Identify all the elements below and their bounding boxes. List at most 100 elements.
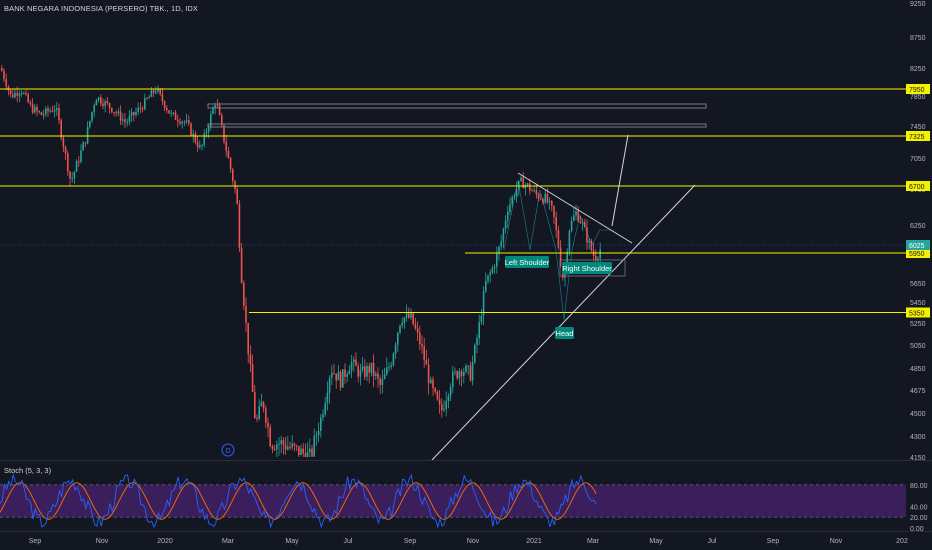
candle-body [456,371,458,379]
pattern-outline [503,179,610,321]
candle-body [240,248,243,283]
candle-body [80,150,82,162]
candle-body [403,317,406,323]
candle-body [590,240,593,251]
candle-body [78,161,80,163]
candle-body [366,366,368,377]
candle-body [350,362,353,371]
right-shoulder-label-bg [562,262,612,274]
candle-body [471,362,474,381]
candle-body [135,111,137,115]
candle-body [117,111,120,114]
candle-body [212,108,214,114]
chart-title: BANK NEGARA INDONESIA (PERSERO) TBK., 1D… [4,4,198,13]
time-tick-label: Sep [29,538,42,545]
candle-body [408,313,410,318]
dividend-marker-circle [221,443,235,457]
candle-body [25,93,27,95]
dividend-marker-text: D [225,448,230,455]
target-box [559,259,626,277]
candle-body [489,272,491,276]
candle-body [335,373,337,381]
candle-body [344,369,346,377]
candle-body [84,142,87,144]
candle-body [300,448,302,456]
candle-body [192,133,194,136]
candle-body [524,184,527,189]
candle-body [289,446,291,448]
time-tick-label: Sep [767,538,780,545]
left-shoulder-label: Left Shoulder [505,256,550,268]
candle-body [414,324,417,329]
candle-body [16,92,18,96]
candle-body [405,313,408,318]
candle-body [214,105,216,109]
last-price-tag-bg [906,240,930,250]
candle-body [207,126,210,133]
candle-body [205,132,208,134]
candle-body [460,371,463,376]
candle-body [5,79,7,87]
candle-body [579,221,582,224]
candle-body [412,313,414,325]
price-tick-label: 5650 [910,281,926,288]
candle-body [320,417,322,431]
candle-body [9,90,12,95]
candle-body [504,220,507,230]
time-axis: Sep Nov 2020 Mar May Jul Sep Nov 2021 Mar May Jul Se… [29,538,908,545]
candle-body [188,120,190,124]
candle-body [357,365,359,377]
time-tick-label: 202 [896,538,908,545]
candle-body [487,275,489,281]
candle-body [535,190,538,195]
candle-body [401,322,403,326]
candle-body [586,226,588,243]
candle-body [82,142,84,151]
price-tag-bg [906,307,930,318]
price-tick-label: 4500 [910,411,926,418]
candle-body [331,373,333,378]
candle-body [548,200,551,203]
candle-body [425,360,428,365]
candle-body [491,268,494,273]
candle-body [232,169,234,182]
price-tag-bg [906,84,930,94]
candle-body [221,114,223,126]
candle-body [280,440,282,444]
candle-body [546,193,549,203]
candle-body [210,113,212,127]
candle-body [311,448,313,457]
candle-body [540,198,542,200]
candle-body [447,395,450,402]
candle-body [276,444,278,450]
candle-body [148,96,150,99]
candle-body [372,362,375,377]
candle-body [493,266,496,269]
candle-body [86,126,89,144]
dividend-marker: D [221,443,235,457]
time-tick-label: May [285,538,299,545]
candle-body [485,280,487,292]
candle-body [557,230,560,248]
candle-body [163,101,166,108]
candle-body [155,91,157,93]
candle-body [62,137,65,148]
candle-body [3,70,5,80]
candle-body [177,119,179,122]
candle-body [467,365,469,367]
candle-body [53,110,56,112]
stoch-tick-label: 80.00 [910,483,928,490]
candle-body [161,93,164,102]
price-tag-bg [906,131,930,141]
candle-body [507,211,509,221]
candle-body [89,120,91,127]
candle-body [203,133,205,146]
left-shoulder-label-bg [505,256,549,268]
candle-body [551,200,553,206]
stoch-tick-label: 20.00 [910,515,928,522]
stoch-tick-label: 0.00 [910,526,924,533]
candle-body [388,366,390,368]
candle-body [482,291,485,316]
right-shoulder-label: Right Shoulder [562,262,612,274]
